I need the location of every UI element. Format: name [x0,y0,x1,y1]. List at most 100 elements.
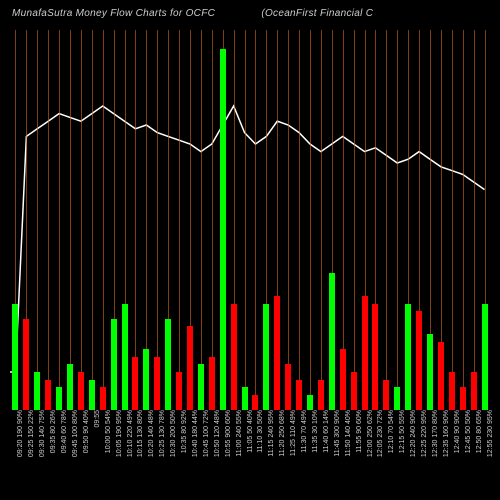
grid-line [299,30,300,410]
x-tick-label: 10:55 900 60% [225,410,232,457]
volume-bar [242,387,248,410]
volume-bar [351,372,357,410]
volume-bar [263,304,269,410]
x-tick-label: 11:20 250 68% [279,410,286,457]
volume-bar [132,357,138,410]
grid-line [157,30,158,410]
volume-bar [372,304,378,410]
volume-bar [438,342,444,410]
grid-line [463,30,464,410]
x-tick-label: 11:50 140 40% [345,410,352,457]
grid-line [452,30,453,410]
grid-line [70,30,71,410]
x-axis-labels: 09:20 190 90% 09:25 150 22% 09:30 140 75% 0… [10,410,490,500]
volume-bar [154,357,160,410]
x-tick-label: 11:45 300 90% [334,410,341,457]
grid-line [310,30,311,410]
x-tick-label: 11:35 30 10% [312,410,319,453]
volume-bar [165,319,171,410]
volume-bar [318,380,324,410]
x-tick-label: 09:25 150 22% [28,410,35,457]
volume-bar [482,304,488,410]
x-tick-label: 11:00 240 55% [236,410,243,457]
x-tick-label: 09:30 140 75% [39,410,46,457]
chart-title: MunafaSutra Money Flow Charts for OCFC (… [12,8,373,19]
grid-line [92,30,93,410]
grid-line [245,30,246,410]
volume-bar [329,273,335,410]
x-tick-label: 12:20 240 90% [410,410,417,457]
volume-bar [471,372,477,410]
grid-line [474,30,475,410]
volume-bar [209,357,215,410]
grid-line [255,30,256,410]
volume-bar [23,319,29,410]
x-tick-label: 10:20 140 48% [148,410,155,457]
volume-bar [34,372,40,410]
x-tick-label: 09:20 190 90% [17,410,24,457]
x-tick-label: 09:50 90 40% [83,410,90,453]
x-tick-label: 12:50 80 65% [476,410,483,453]
volume-bar [416,311,422,410]
volume-bar [296,380,302,410]
x-tick-label: 12:35 160 90% [443,410,450,457]
x-tick-label: 12:00 250 62% [367,410,374,457]
grid-line [81,30,82,410]
grid-line [288,30,289,410]
x-tick-label: 09:35 80 26% [50,410,57,453]
x-tick-label: 12:55 230 95% [487,410,494,457]
volume-bar [460,387,466,410]
grid-line [386,30,387,410]
volume-bar [143,349,149,410]
x-tick-label: 10:00 50 54% [105,410,112,453]
grid-line [201,30,202,410]
volume-bar [285,364,291,410]
volume-bar [198,364,204,410]
volume-bar [67,364,73,410]
x-tick-label: 11:05 50 40% [247,410,254,453]
volume-bar [449,372,455,410]
x-tick-label: 11:40 60 14% [323,410,330,453]
title-suffix: (OceanFirst Financial C [261,8,373,19]
volume-bar [100,387,106,410]
volume-bar [176,372,182,410]
money-flow-chart: MunafaSutra Money Flow Charts for OCFC (… [0,0,500,500]
x-tick-label: 10:35 80 92% [181,410,188,453]
x-tick-label: 12:40 90 90% [454,410,461,453]
x-tick-label: 11:25 110 49% [290,410,297,456]
x-tick-label: 09:40 60 78% [61,410,68,453]
volume-bar [274,296,280,410]
volume-bar [252,395,258,410]
x-tick-label: 11:55 90 60% [356,410,363,453]
grid-line [212,30,213,410]
volume-bar [383,380,389,410]
volume-bar [89,380,95,410]
volume-bar [78,372,84,410]
grid-line [135,30,136,410]
grid-line [179,30,180,410]
x-tick-label: 10:15 130 80% [137,410,144,457]
x-tick-label: 11:10 30 50% [257,410,264,453]
x-tick-label: 10:40 180 44% [192,410,199,457]
grid-line [59,30,60,410]
volume-bar [231,304,237,410]
volume-bar [362,296,368,410]
plot-area [10,30,490,410]
x-tick-label: 12:25 220 95% [421,410,428,457]
volume-bar [122,304,128,410]
x-tick-label: 10:05 190 95% [116,410,123,457]
volume-bar [340,349,346,410]
title-prefix: MunafaSutra Money Flow Charts for OCFC [12,8,215,19]
x-tick-label: 10:50 120 48% [214,410,221,457]
x-tick-label: 10:45 100 72% [203,410,210,457]
volume-bar [12,304,18,410]
grid-line [397,30,398,410]
grid-line [354,30,355,410]
x-tick-label: 10:25 130 78% [159,410,166,457]
grid-line [321,30,322,410]
volume-bar [220,49,226,410]
volume-bar [307,395,313,410]
volume-bar [427,334,433,410]
x-tick-label: 09:45 100 80% [72,410,79,457]
volume-bar [187,326,193,410]
